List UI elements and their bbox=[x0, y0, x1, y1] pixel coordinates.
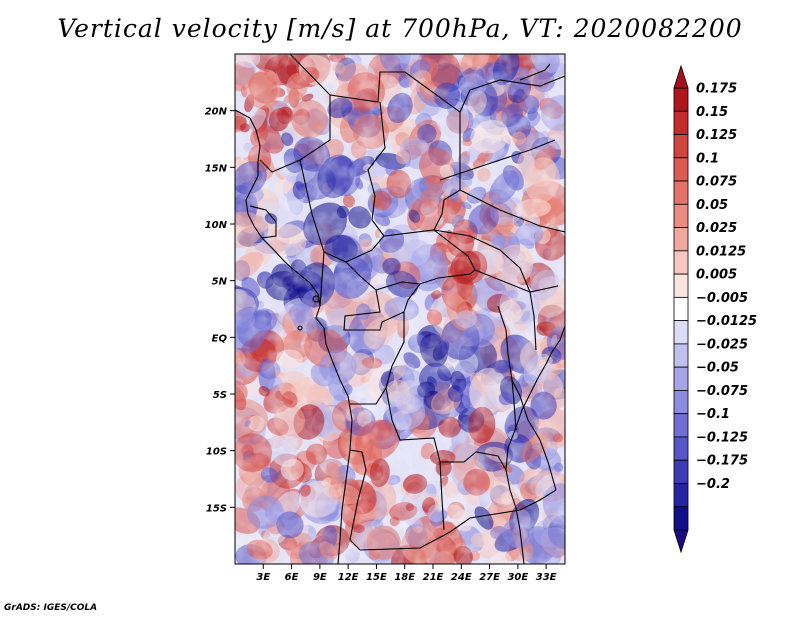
colorbar-label: −0.0125 bbox=[696, 314, 757, 329]
colorbar-label: 0.005 bbox=[696, 268, 737, 283]
lon-label: 3E bbox=[256, 572, 270, 583]
colorbar-swatch bbox=[673, 343, 689, 368]
longitude-axis: 3E 6E 9E 12E 15E 18E 21E 24E 27E 30E 33E bbox=[256, 564, 557, 583]
lat-label: 15N bbox=[205, 163, 228, 174]
colorbar-swatch bbox=[673, 390, 689, 415]
colorbar-label: 0.175 bbox=[696, 82, 737, 97]
colorbar-swatch bbox=[673, 506, 689, 531]
coastline bbox=[235, 109, 353, 564]
lat-label: 10N bbox=[205, 220, 228, 231]
lon-label: 12E bbox=[338, 572, 359, 583]
colorbar-swatch bbox=[673, 157, 689, 182]
colorbar-top-arrow bbox=[673, 64, 689, 89]
colorbar-swatch bbox=[673, 203, 689, 228]
colorbar-swatch bbox=[673, 483, 689, 508]
lon-label: 33E bbox=[536, 572, 557, 583]
lon-label: 27E bbox=[479, 572, 500, 583]
plot-frame bbox=[234, 53, 566, 565]
colorbar-label: 0.075 bbox=[696, 175, 737, 190]
colorbar-label: −0.2 bbox=[696, 477, 730, 492]
lat-label: 10S bbox=[206, 447, 227, 458]
colorbar-swatch bbox=[673, 250, 689, 275]
colorbar: 0.175 0.15 0.125 0.1 0.075 0.05 0.025 0.0125 0.0… bbox=[673, 64, 757, 554]
colorbar-bottom-arrow bbox=[673, 529, 689, 554]
colorbar-swatch bbox=[673, 180, 689, 205]
colorbar-label: −0.175 bbox=[696, 454, 748, 469]
colorbar-swatch bbox=[673, 227, 689, 252]
lon-label: 21E bbox=[423, 572, 444, 583]
colorbar-swatch bbox=[673, 296, 689, 322]
lat-label: 5S bbox=[213, 390, 227, 401]
lat-label: 5N bbox=[212, 277, 228, 288]
lon-label: 9E bbox=[313, 572, 327, 583]
lon-label: 15E bbox=[366, 572, 387, 583]
colorbar-swatch bbox=[673, 459, 689, 484]
lon-label: 24E bbox=[451, 572, 472, 583]
colorbar-swatch bbox=[673, 366, 689, 391]
colorbar-swatch bbox=[673, 87, 689, 112]
colorbar-label: −0.125 bbox=[696, 430, 748, 445]
colorbar-swatch bbox=[673, 413, 689, 438]
lat-label: 20N bbox=[205, 107, 228, 118]
colorbar-label: −0.05 bbox=[696, 361, 739, 376]
latitude-axis: 20N 15N 10N 5N EQ 5S 10S 15S bbox=[205, 107, 235, 514]
colorbar-label: 0.15 bbox=[696, 105, 728, 120]
colorbar-swatch bbox=[673, 436, 689, 461]
colorbar-swatch bbox=[673, 320, 689, 345]
colorbar-swatch bbox=[673, 134, 689, 159]
colorbar-label: 0.0125 bbox=[696, 244, 746, 259]
colorbar-swatch bbox=[673, 110, 689, 135]
colorbar-label: 0.1 bbox=[696, 151, 719, 166]
colorbar-label: −0.005 bbox=[696, 291, 748, 306]
colorbar-swatch bbox=[673, 273, 689, 298]
colorbar-label: 0.125 bbox=[696, 128, 737, 143]
country-borders bbox=[235, 54, 565, 564]
map-title: Vertical velocity [m/s] at 700hPa, VT: 2… bbox=[57, 14, 743, 43]
lat-label: EQ bbox=[212, 333, 228, 344]
lon-label: 18E bbox=[394, 572, 415, 583]
colorbar-label: 0.05 bbox=[696, 198, 728, 213]
colorbar-label: −0.025 bbox=[696, 337, 748, 352]
grads-credit: GrADS: IGES/COLA bbox=[4, 603, 98, 613]
coastline-east bbox=[505, 325, 565, 564]
lat-label: 15S bbox=[206, 503, 227, 514]
colorbar-label: −0.1 bbox=[696, 407, 730, 422]
lon-label: 30E bbox=[507, 572, 528, 583]
lon-label: 6E bbox=[285, 572, 299, 583]
colorbar-label: 0.025 bbox=[696, 221, 737, 236]
colorbar-label: −0.075 bbox=[696, 384, 748, 399]
